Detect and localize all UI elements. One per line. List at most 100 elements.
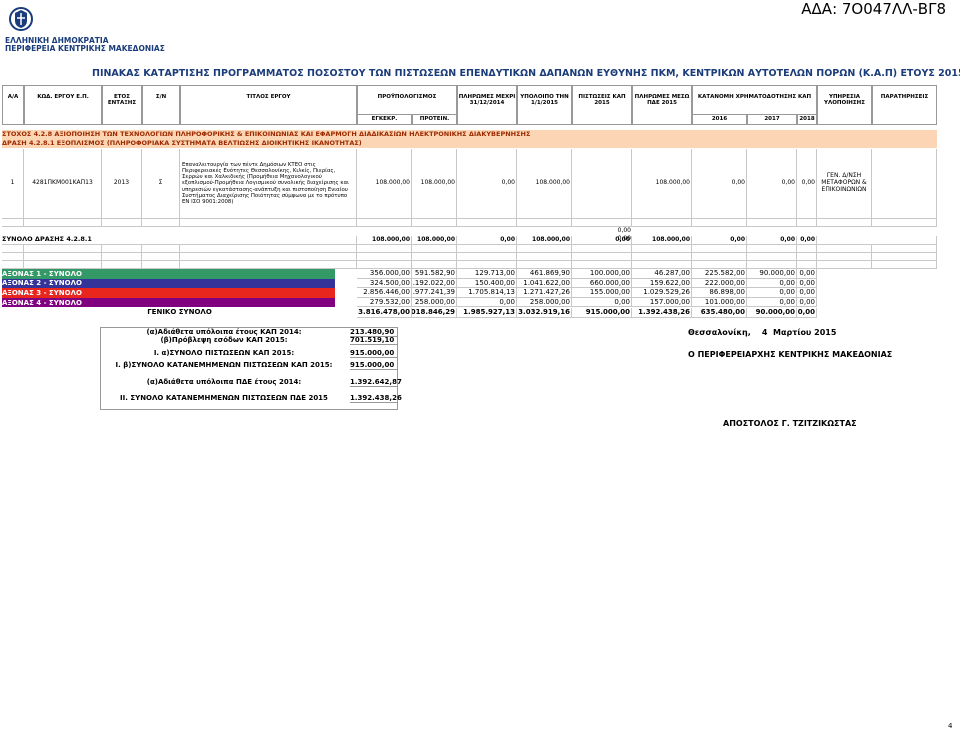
column-header: ΚΩΔ. ΕΡΓΟΥ Ε.Π. — [24, 85, 102, 125]
amount: 0,00 — [747, 236, 797, 245]
blank-cell — [102, 219, 142, 227]
column-header: ΕΤΟΣ ΕΝΤΑΞΗΣ — [102, 85, 142, 125]
amount: 0,00 — [617, 227, 631, 234]
page-number: 4 — [948, 722, 953, 730]
blank-cell — [142, 245, 180, 253]
blank-cell — [747, 261, 797, 269]
amount: 0,00 — [797, 297, 817, 308]
blank-cell — [692, 245, 747, 253]
amount: 86.898,00 — [692, 288, 747, 298]
amount: 5.018.846,29 — [412, 307, 457, 318]
agency: ΓΕΝ. Δ/ΝΣΗ ΜΕΤΑΦΟΡΩΝ & ΕΠΙΚΟΙΝΩΝΙΩΝ — [817, 149, 872, 219]
blank-cell — [24, 219, 102, 227]
amount: 1.392.438,26 — [632, 307, 692, 318]
ada: ΑΔΑ: 7Ο047ΛΛ-ΒΓ8 — [801, 0, 946, 18]
amount: 0,00 — [797, 307, 817, 318]
blank-cell — [517, 253, 572, 261]
amount: 0,00 — [747, 149, 797, 219]
blank-cell — [747, 253, 797, 261]
blank-cell — [180, 253, 357, 261]
blank-cell — [24, 253, 102, 261]
blank-cell — [412, 253, 457, 261]
amount: 915.000,00 — [572, 307, 632, 318]
row-number: 1 — [2, 149, 24, 219]
amount: 1.705.814,13 — [457, 288, 517, 298]
column-header: ΥΠΗΡΕΣΙΑ ΥΛΟΠΟΙΗΣΗΣ — [817, 85, 872, 125]
amount: 155.000,00 — [572, 288, 632, 298]
blank-cell — [517, 245, 572, 253]
amount: 0,00 — [617, 235, 631, 242]
amount: 635.480,00 — [692, 307, 747, 318]
blank-cell — [457, 219, 517, 227]
blank-cell — [747, 245, 797, 253]
amount: 90.000,00 — [747, 307, 797, 318]
amount: 1.192.022,00 — [412, 278, 457, 289]
blank-cell — [357, 245, 412, 253]
blank-cell — [457, 253, 517, 261]
emblem — [9, 7, 33, 31]
blank-cell — [797, 245, 817, 253]
amount: 258.000,00 — [517, 297, 572, 308]
summary-value: 1.392.642,87 — [350, 378, 402, 387]
amount: 108.000,00 — [412, 236, 457, 245]
amount: 2.977.241,39 — [412, 288, 457, 298]
blank-cell — [102, 245, 142, 253]
axis-label: ΑΞΟΝΑΣ 4 - ΣΥΝΟΛΟ — [2, 297, 335, 308]
blank-cell — [572, 219, 632, 227]
blank-cell — [872, 245, 937, 253]
blank-cell — [24, 245, 102, 253]
blank-cell — [102, 253, 142, 261]
amount: 150.400,00 — [457, 278, 517, 289]
blank-cell — [797, 253, 817, 261]
amount: 3.032.919,16 — [517, 307, 572, 318]
blank-cell — [797, 261, 817, 269]
column-header: ΚΑΤΑΝΟΜΗ ΧΡΗΜΑΤΟΔΟΤΗΣΗΣ ΚΑΠ — [692, 85, 817, 114]
blank-cell — [817, 245, 872, 253]
blank-cell — [797, 219, 817, 227]
amount: 461.869,90 — [517, 269, 572, 279]
amount: 108.000,00 — [517, 236, 572, 245]
summary-value: 213.480,90 — [350, 328, 398, 337]
amount: 591.582,90 — [412, 269, 457, 279]
amount: 46.287,00 — [632, 269, 692, 279]
blank-cell — [747, 219, 797, 227]
blank-cell — [692, 261, 747, 269]
project-year: 2013 — [102, 149, 142, 219]
amount: 157.000,00 — [632, 297, 692, 308]
blank-cell — [572, 245, 632, 253]
blank-cell — [180, 261, 357, 269]
amount: 90.000,00 — [747, 269, 797, 279]
amount: 0,00 — [572, 236, 632, 245]
axis-label: ΑΞΟΝΑΣ 3 - ΣΥΝΟΛΟ — [2, 288, 335, 298]
notes — [872, 149, 937, 219]
amount: 660.000,00 — [572, 278, 632, 289]
amount: 108.000,00 — [357, 236, 412, 245]
summary-label: (α)Αδιάθετα υπόλοιπα έτους ΚΑΠ 2014: — [146, 328, 302, 336]
blank-cell — [24, 261, 102, 269]
project-title: Επαναλειτουργία των πέντε Δημόσιων ΚΤΕΟ … — [180, 149, 357, 219]
blank-cell — [572, 253, 632, 261]
column-subheader: 2017 — [747, 114, 797, 125]
amount — [572, 149, 632, 219]
blank-cell — [357, 261, 412, 269]
blank-cell — [142, 219, 180, 227]
amount: 0,00 — [692, 236, 747, 245]
blank-cell — [412, 261, 457, 269]
column-header: ΠΛΗΡΩΜΕΣ ΜΕΣΩ ΠΔΕ 2015 — [632, 85, 692, 125]
blank-cell — [817, 236, 937, 245]
column-subheader: ΕΓΚΕΚΡ. — [357, 114, 412, 125]
blank-cell — [872, 219, 937, 227]
blank-cell — [2, 261, 24, 269]
blank-cell — [412, 245, 457, 253]
amount: 225.582,00 — [692, 269, 747, 279]
column-header: ΥΠΟΛΟΙΠΟ ΤΗΝ 1/1/2015 — [517, 85, 572, 125]
summary-label: Ι. β)ΣΥΝΟΛΟ ΚΑΤΑΝΕΜΗΜΕΝΩΝ ΠΙΣΤΩΣΕΩΝ ΚΑΠ … — [115, 361, 333, 369]
project-type: Σ — [142, 149, 180, 219]
amount: 0,00 — [797, 236, 817, 245]
amount: 159.622,00 — [632, 278, 692, 289]
amount: 0,00 — [457, 236, 517, 245]
column-header: ΠΛΗΡΩΜΕΣ ΜΕΧΡΙ 31/12/2014 — [457, 85, 517, 125]
total-label: ΣΥΝΟΛΟ ΔΡΑΣΗΣ 4.2.8.1 — [2, 236, 357, 245]
amount: 1.985.927,13 — [457, 307, 517, 318]
amount: 1.271.427,26 — [517, 288, 572, 298]
